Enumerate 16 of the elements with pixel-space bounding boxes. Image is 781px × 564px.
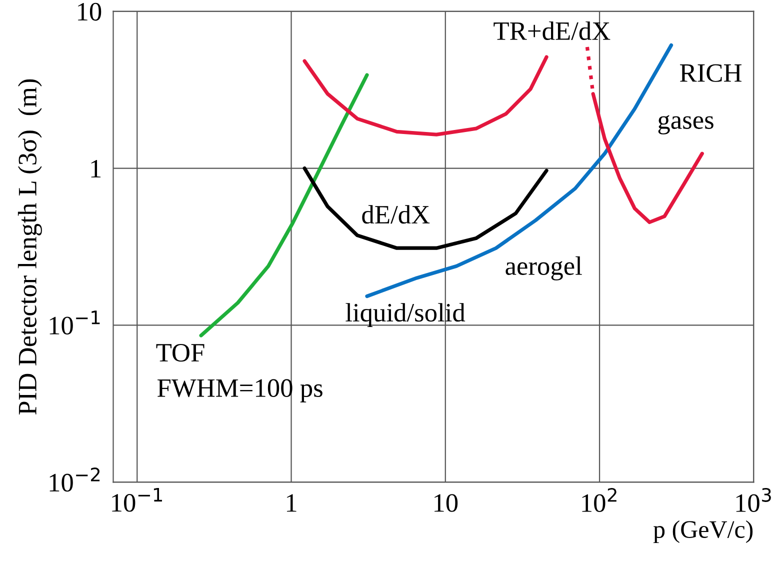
y-tick-label: 10$^{−2}$ — [50, 468, 100, 492]
annotation: aerogel — [506, 256, 582, 280]
x-tick-label: 1 — [286, 494, 296, 512]
x-axis-title: p (GeV/c) — [653, 520, 753, 544]
y-tick-label: 10$^{−1}$ — [50, 310, 100, 335]
x-tick-label: 10 — [434, 494, 458, 512]
x-tick-label: 10$^{−1}$ — [112, 488, 162, 512]
annotation: gases — [658, 115, 714, 134]
annotation: dE/dX — [362, 205, 430, 224]
y-tick-label: 1 — [91, 160, 101, 178]
annotation: RICH — [680, 64, 742, 82]
y-axis-title: PID Detector length L (3σ) (m) — [18, 79, 42, 415]
y-tick-label: 10 — [78, 2, 102, 21]
x-tick-label: 10$^{2}$ — [582, 488, 616, 512]
x-tick-label: 10$^{3}$ — [736, 488, 771, 512]
annotation: TOF — [156, 344, 204, 362]
